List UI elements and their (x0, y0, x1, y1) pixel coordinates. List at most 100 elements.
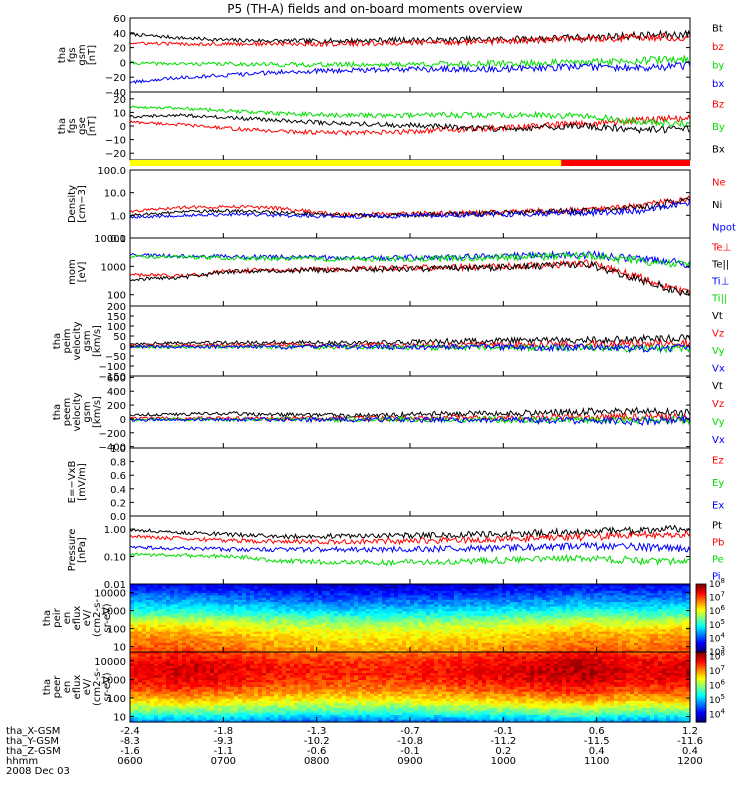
y-axis-label: [nT] (87, 116, 98, 136)
legend-Pi: Pi (712, 572, 721, 583)
series-line-Ti⊥ (129, 249, 691, 269)
colorbar-cell (696, 673, 706, 676)
legend-Vx: Vx (712, 435, 725, 446)
legend-by: by (712, 60, 724, 71)
mode-bar-segment (130, 160, 562, 166)
colorbar-tick-label: 105 (709, 618, 725, 631)
colorbar-cell (696, 592, 706, 595)
legend-Ey: Ey (712, 478, 724, 489)
panel-frame (129, 447, 691, 517)
series-line-Ne (129, 195, 691, 218)
series-line-Pi (129, 541, 691, 554)
legend-Ne: Ne (712, 177, 726, 188)
x-tick-hhmm: 1200 (677, 756, 702, 767)
x-tick-x-gsm: -0.7 (400, 726, 420, 737)
colorbar-cell (696, 643, 706, 646)
legend-Vx: Vx (712, 363, 725, 374)
x-tick-z-gsm: 0.4 (589, 746, 605, 757)
colorbar-cell (696, 602, 706, 605)
colorbar-cell (696, 695, 706, 699)
y-tick-label: 1.00 (104, 525, 126, 536)
colorbar-cell (696, 641, 706, 645)
y-tick-label: 0 (120, 122, 126, 133)
x-tick-y-gsm: -10.2 (304, 736, 330, 747)
mode-bar-segment (561, 160, 690, 166)
y-axis-label: eflux (72, 606, 83, 631)
colorbar-cell (696, 584, 706, 587)
colorbar-cell (696, 595, 706, 599)
colorbar-cell (696, 708, 706, 711)
colorbar-cell (696, 681, 706, 685)
series-line-Npot (129, 198, 691, 219)
y-tick-label: −150 (99, 372, 126, 383)
y-axis-label: gsm (82, 401, 93, 422)
x-tick-z-gsm: -1.6 (120, 746, 140, 757)
colorbar-cell (696, 667, 706, 671)
colorbar-tick-label: 107 (709, 591, 725, 604)
x-tick-x-gsm: -0.1 (494, 726, 514, 737)
x-tick-hhmm: 0600 (117, 756, 142, 767)
colorbar-cell (696, 702, 706, 706)
legend-Ti||: Ti|| (711, 294, 727, 305)
y-axis-label: en (62, 612, 73, 625)
colorbar-cell (696, 590, 706, 594)
y-axis-label: tha (42, 610, 53, 626)
x-tick-hhmm: 0800 (304, 756, 329, 767)
colorbar-cell (696, 699, 706, 702)
panel-temperature: 10000 1000 100 mom [eV] Te⊥ Te|| Ti⊥ Ti|| (67, 234, 731, 307)
series-line-by (129, 55, 691, 69)
legend-Vz: Vz (712, 328, 724, 339)
panel-density: 100.0 10.0 1.0 0.1 Density [cm−3] Ne Ni Npot (67, 166, 736, 245)
y-tick-label: 20 (113, 95, 126, 106)
legend-Vy: Vy (712, 417, 725, 428)
y-tick-label: 0.2 (110, 498, 126, 509)
legend-Bx: Bx (712, 145, 725, 156)
x-tick-z-gsm: 0.4 (682, 746, 698, 757)
y-axis-label: mom (67, 259, 78, 285)
y-tick-label: 100 (107, 322, 126, 333)
legend-Bt: Bt (712, 23, 723, 34)
y-tick-label: 20 (113, 44, 126, 55)
y-tick-label: −100 (99, 362, 126, 373)
y-tick-label: 200 (107, 401, 126, 412)
y-tick-label: 10 (113, 712, 126, 723)
y-axis-label: tha (52, 404, 63, 420)
colorbar-cell (696, 669, 706, 672)
colorbar-cell (696, 692, 706, 695)
y-tick-label: −400 (99, 443, 126, 454)
x-tick-z-gsm: 0.2 (495, 746, 511, 757)
legend-Te||: Te|| (711, 260, 729, 271)
x-tick-hhmm: 0700 (211, 756, 236, 767)
series-line-Vx (129, 342, 691, 354)
colorbar-cell (696, 718, 706, 721)
series-line-Vt (130, 333, 691, 347)
series-line-Vt (129, 406, 691, 419)
colorbar-cell (696, 701, 706, 704)
colorbar-cell (696, 609, 706, 612)
y-axis-label: eV/ (82, 609, 93, 626)
panel-peem_velocity: 600 400 200 0 −200 −400 tha peem velocity gsm [km/… (52, 373, 725, 453)
y-tick-label: −10 (105, 136, 126, 147)
colorbar-cell (696, 611, 706, 614)
y-tick-label: 60 (113, 14, 126, 25)
y-tick-label: 0.10 (104, 553, 126, 564)
colorbar-cell (696, 674, 706, 678)
y-axis-label: peim (62, 328, 73, 353)
x-axis-row-label: tha_Y-GSM (6, 736, 59, 747)
colorbar-cell (696, 690, 706, 693)
x-tick-x-gsm: -1.3 (307, 726, 327, 737)
colorbar-cell (696, 678, 706, 681)
panel-frame (129, 305, 691, 377)
colorbar-cell (696, 646, 706, 650)
y-axis-label: eV/ (82, 678, 93, 695)
y-tick-label: 10000 (94, 234, 126, 245)
colorbar-cell (696, 612, 706, 616)
colorbar-tick-label: 106 (709, 679, 725, 692)
legend-bx: bx (712, 79, 724, 90)
y-tick-label: −50 (105, 352, 126, 363)
y-axis-label: Density (67, 185, 78, 223)
y-tick-label: 0 (120, 58, 126, 69)
y-axis-label: velocity (72, 392, 83, 431)
